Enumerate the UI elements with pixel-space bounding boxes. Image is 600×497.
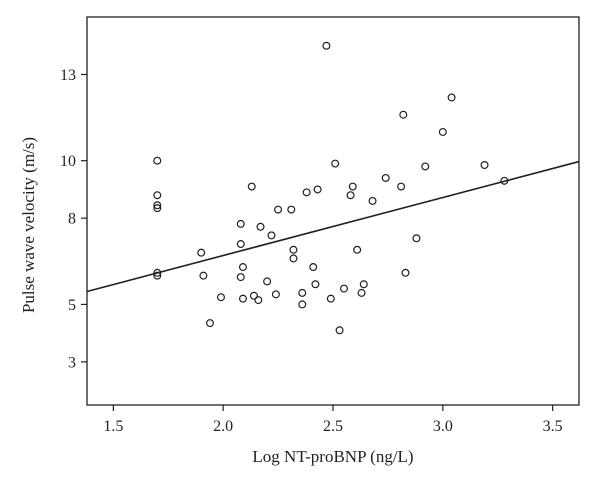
data-point — [197, 248, 206, 257]
data-point — [153, 268, 162, 277]
data-point — [153, 201, 162, 210]
data-point — [199, 271, 208, 280]
x-axis-label: Log NT-proBNP (ng/L) — [252, 447, 413, 466]
data-point — [256, 222, 265, 231]
data-point — [335, 326, 344, 335]
data-point — [421, 162, 430, 171]
data-point — [238, 294, 247, 303]
data-point — [263, 277, 272, 286]
data-point — [238, 263, 247, 272]
data-point — [153, 156, 162, 165]
y-tick-label: 3 — [68, 354, 76, 371]
y-axis-ticks: 3 5 8 10 13 — [60, 67, 87, 371]
data-point — [249, 291, 258, 300]
data-point — [289, 254, 298, 263]
data-point — [357, 288, 366, 297]
data-point — [311, 280, 320, 289]
data-point — [309, 263, 318, 272]
data-point — [153, 191, 162, 200]
x-tick-label: 3.5 — [543, 418, 563, 435]
data-point — [289, 245, 298, 254]
data-point — [447, 93, 456, 102]
data-point — [298, 288, 307, 297]
plot-frame — [86, 16, 580, 406]
data-point — [302, 188, 311, 197]
data-point — [236, 273, 245, 282]
data-point — [381, 173, 390, 182]
data-point — [247, 182, 256, 191]
x-axis-ticks: 1.5 2.0 2.5 3.0 3.5 — [103, 405, 563, 435]
data-point — [287, 205, 296, 214]
y-tick-label: 8 — [68, 211, 76, 228]
y-axis-label: Pulse wave velocity (m/s) — [19, 137, 38, 313]
data-point — [274, 205, 283, 214]
data-point — [254, 296, 263, 305]
data-point — [331, 159, 340, 168]
x-tick-label: 1.5 — [103, 418, 123, 435]
data-point — [271, 290, 280, 299]
data-point — [359, 280, 368, 289]
x-tick-label: 2.0 — [213, 418, 233, 435]
data-point — [438, 127, 447, 136]
data-point — [153, 271, 162, 280]
data-point — [500, 176, 509, 185]
y-tick-label: 5 — [68, 297, 76, 314]
data-point — [346, 191, 355, 200]
y-tick-label: 10 — [60, 153, 76, 170]
x-tick-label: 3.0 — [433, 418, 453, 435]
data-points — [153, 41, 509, 335]
data-point — [480, 161, 489, 170]
data-point — [236, 219, 245, 228]
fit-line-group — [86, 160, 580, 293]
data-point — [399, 110, 408, 119]
fit-line — [86, 160, 580, 293]
data-point — [206, 319, 215, 328]
data-point — [313, 185, 322, 194]
x-tick-label: 2.5 — [323, 418, 343, 435]
data-point — [267, 231, 276, 240]
y-tick-label: 13 — [60, 67, 76, 84]
data-point — [368, 196, 377, 205]
data-point — [322, 41, 331, 50]
plot-border — [86, 16, 580, 406]
data-point — [153, 204, 162, 213]
data-point — [298, 300, 307, 309]
data-point — [401, 268, 410, 277]
data-point — [339, 284, 348, 293]
data-point — [412, 234, 421, 243]
data-point — [353, 245, 362, 254]
data-point — [236, 240, 245, 249]
data-point — [397, 182, 406, 191]
data-point — [326, 294, 335, 303]
data-point — [216, 293, 225, 302]
data-point — [348, 182, 357, 191]
